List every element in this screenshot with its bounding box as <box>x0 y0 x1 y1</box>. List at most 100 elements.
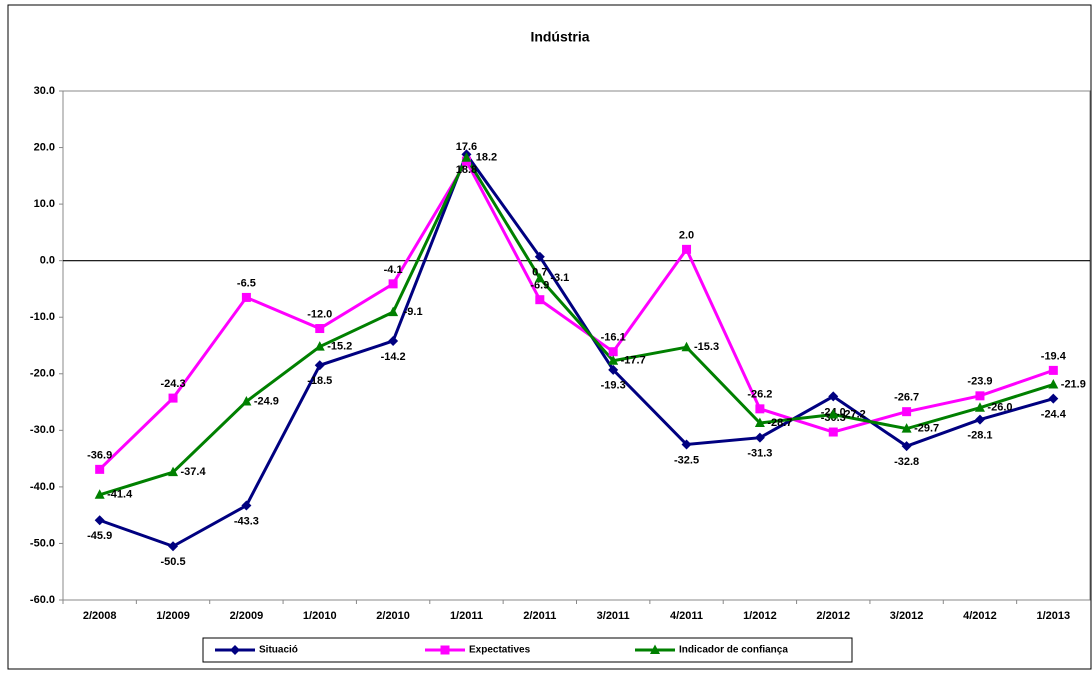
legend-marker <box>650 644 660 654</box>
data-label: -24.3 <box>160 378 185 390</box>
data-point <box>682 244 692 254</box>
data-label: -32.5 <box>674 454 699 466</box>
data-label: -14.2 <box>381 351 406 363</box>
data-point <box>388 335 399 346</box>
data-point <box>168 541 179 552</box>
data-label: -17.7 <box>621 355 646 367</box>
data-label: -32.8 <box>894 456 919 468</box>
data-label: -6.9 <box>530 280 549 292</box>
x-tick-label: 4/2011 <box>670 610 703 622</box>
data-point <box>755 404 765 414</box>
x-tick-label: 1/2009 <box>156 610 190 622</box>
x-tick-label: 2/2009 <box>230 610 264 622</box>
data-point <box>241 395 252 406</box>
legend-marker <box>440 645 450 655</box>
data-point <box>94 515 105 526</box>
data-label: 2.0 <box>679 229 694 241</box>
data-point <box>241 292 251 302</box>
data-label: 18.8 <box>456 164 477 176</box>
data-point <box>901 441 912 452</box>
data-label: -26.2 <box>747 389 772 401</box>
data-label: -16.1 <box>601 332 626 344</box>
data-label: -31.3 <box>747 448 772 460</box>
data-label: -24.4 <box>1041 409 1067 421</box>
data-point <box>168 393 178 403</box>
data-point <box>241 500 252 511</box>
data-label: -9.1 <box>404 306 423 318</box>
data-point <box>828 408 839 419</box>
data-point <box>681 439 692 450</box>
x-tick-label: 3/2011 <box>597 610 630 622</box>
y-tick-label: -60.0 <box>30 594 55 606</box>
data-point <box>461 152 472 162</box>
data-label: -28.7 <box>767 417 792 429</box>
data-label: -15.3 <box>694 341 719 353</box>
data-point <box>754 432 765 443</box>
data-label: -29.7 <box>914 423 939 435</box>
data-point <box>975 391 985 401</box>
data-point <box>534 272 545 283</box>
data-point <box>314 341 325 351</box>
x-tick-label: 1/2011 <box>450 610 483 622</box>
data-label: -50.5 <box>160 556 185 568</box>
data-point <box>1048 393 1059 404</box>
data-label: -41.4 <box>107 489 133 501</box>
data-point <box>314 360 325 371</box>
data-label: -27.2 <box>841 408 866 420</box>
data-point <box>974 402 985 412</box>
data-point <box>388 279 398 289</box>
series-line <box>98 158 1054 471</box>
y-tick-label: 10.0 <box>34 198 55 210</box>
series-line <box>99 151 1054 548</box>
data-label: -24.9 <box>254 395 279 407</box>
data-label: -37.4 <box>180 466 206 478</box>
data-label: -19.4 <box>1041 350 1067 362</box>
data-label: -18.5 <box>307 375 332 387</box>
data-point <box>608 347 618 357</box>
chart-frame <box>7 4 1092 670</box>
data-point <box>168 466 179 477</box>
data-label: -26.7 <box>894 392 919 404</box>
data-point <box>974 414 985 425</box>
x-tick-label: 1/2010 <box>303 610 337 622</box>
data-label: -43.3 <box>234 515 259 527</box>
legend <box>202 637 853 663</box>
data-label: -3.1 <box>550 272 569 284</box>
data-point <box>94 489 105 499</box>
chart-title: Indústria <box>530 29 589 45</box>
series-line <box>99 154 1054 497</box>
legend-label: Indicador de confiança <box>679 645 788 656</box>
data-point <box>681 341 692 352</box>
data-label: -12.0 <box>307 308 332 320</box>
y-tick-label: -20.0 <box>30 368 55 380</box>
data-point <box>608 364 619 375</box>
data-label: -19.3 <box>601 380 626 392</box>
x-tick-label: 4/2012 <box>963 610 997 622</box>
data-label: -28.1 <box>967 429 992 441</box>
data-point <box>535 295 545 305</box>
x-tick-label: 2/2008 <box>83 610 117 622</box>
x-tick-label: 1/2012 <box>743 610 777 622</box>
data-point <box>608 355 619 365</box>
data-label: -21.9 <box>1061 378 1086 390</box>
data-label: -6.5 <box>237 277 256 289</box>
data-point <box>388 306 399 317</box>
data-point <box>901 423 912 433</box>
data-label: -45.9 <box>87 530 112 542</box>
data-label: -26.0 <box>987 402 1012 414</box>
legend-label: Expectatives <box>469 645 531 656</box>
y-tick-label: -10.0 <box>30 311 55 323</box>
x-tick-label: 3/2012 <box>890 610 924 622</box>
data-point <box>828 427 838 437</box>
y-tick-label: 0.0 <box>40 255 55 267</box>
legend-marker <box>230 645 240 655</box>
data-point <box>1048 365 1058 375</box>
data-label: 17.6 <box>456 141 477 153</box>
data-point <box>828 391 839 402</box>
data-label: -36.9 <box>87 449 112 461</box>
data-point <box>315 324 325 334</box>
data-point <box>95 464 105 474</box>
x-tick-label: 1/2013 <box>1036 610 1070 622</box>
